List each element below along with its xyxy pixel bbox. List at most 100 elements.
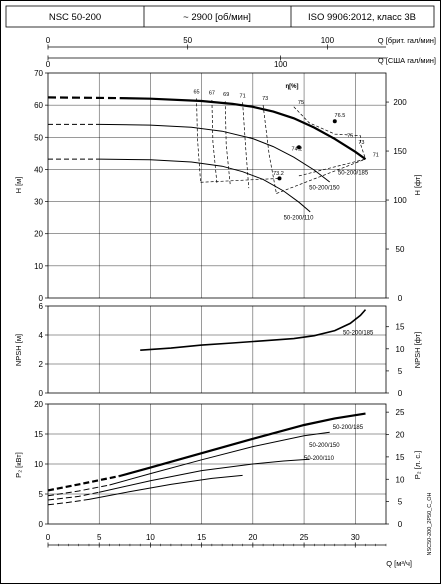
- head-curve: [99, 158, 311, 213]
- efficiency-value-label: 75: [298, 100, 304, 106]
- npsh-tick-labels: 0 2 4 6 0 5 10 15: [39, 302, 405, 398]
- q-m3h-tick-label: 15: [197, 533, 206, 542]
- bottom-flow-axis: 0 5 10 15 20 25 30: [46, 533, 387, 548]
- q-m3h-tick-label: 5: [97, 533, 102, 542]
- power-curves: 50-200/185 50-200/150 50-200/110: [47, 412, 366, 506]
- efficiency-value-label: 65: [193, 90, 199, 96]
- power-curve: [99, 458, 310, 493]
- npsh-m-tick-label: 6: [39, 302, 44, 311]
- q-m3h-axis-title: Q [м³/ч]: [386, 559, 412, 568]
- power-curve-dashed: [47, 498, 90, 506]
- header-row: NSC 50-200 ~ 2900 [об/мин] ISO 9906:2012…: [5, 5, 435, 28]
- q-m3h-tick-label: 10: [146, 533, 155, 542]
- npsh-ft-tick-label: 5: [398, 367, 403, 376]
- head-panel: 0 10 20 30 40 50 60 70 0 50 100 150 200 65 67 69 71 73 75…: [34, 69, 407, 303]
- power-kw-tick-label: 10: [34, 460, 43, 469]
- efficiency-value-label: 69: [223, 92, 229, 98]
- power-hp-tick-label: 5: [398, 498, 403, 507]
- q-us-axis-title: Q [США гал/мин]: [378, 56, 436, 65]
- bep-point: [277, 176, 282, 181]
- q-m3h-tick-label: 20: [248, 533, 257, 542]
- efficiency-iso-line: [211, 99, 218, 184]
- npsh-m-tick-label: 4: [39, 331, 44, 340]
- efficiency-iso-line: [196, 98, 201, 183]
- head-m-tick-label: 10: [34, 262, 43, 271]
- head-ft-tick-label: 100: [393, 196, 407, 205]
- head-grid: [48, 73, 386, 298]
- npsh-ft-tick-label: 15: [396, 323, 405, 332]
- power-kw-tick-label: 5: [39, 490, 44, 499]
- impeller-label: 50-200/150: [309, 186, 340, 192]
- model-name: NSC 50-200: [49, 12, 101, 23]
- efficiency-value-label: 75: [347, 133, 353, 139]
- q-m3h-tick-label: 30: [351, 533, 360, 542]
- efficiency-connector: [298, 158, 366, 177]
- q-uk-axis-tick-label: 0: [46, 36, 51, 45]
- power-hp-tick-label: 10: [396, 475, 405, 484]
- power-curve: [109, 431, 330, 486]
- power-curve-dashed: [47, 474, 120, 492]
- impeller-label: 50-200/110: [284, 216, 315, 222]
- head-ft-axis-title: H [фт]: [413, 174, 422, 195]
- head-tick-labels: 0 10 20 30 40 50 60 70 0 50 100 150 200: [34, 69, 407, 303]
- efficiency-value-label: 74.2: [292, 146, 303, 152]
- power-curve-label: 50-200/110: [304, 456, 335, 462]
- q-m3h-tick-label: 0: [46, 533, 51, 542]
- head-m-tick-label: 0: [39, 294, 44, 303]
- drawing-code: NSC50-200_2P50_C_OH: [427, 492, 433, 555]
- q-m3h-tick-label: 25: [300, 533, 309, 542]
- head-ft-tick-label: 0: [398, 294, 403, 303]
- q-us-axis-tick-label: 0: [46, 60, 51, 69]
- efficiency-value-label: 67: [209, 91, 215, 97]
- power-kw-tick-label: 20: [34, 400, 43, 409]
- impeller-label: 50-200/185: [338, 170, 369, 176]
- head-curves: [47, 96, 367, 213]
- head-curve-labels: 65 67 69 71 73 75 76.5 75 73 71 74.2 73.2 50-200/185…: [193, 90, 378, 222]
- efficiency-connector: [200, 178, 280, 183]
- npsh-panel: 0 2 4 6 0 5 10 15 50-200/185: [39, 302, 405, 398]
- head-m-tick-label: 20: [34, 230, 43, 239]
- npsh-m-axis-title: NPSH [м]: [14, 334, 23, 366]
- npsh-m-tick-label: 2: [39, 360, 44, 369]
- npsh-m-tick-label: 0: [39, 389, 44, 398]
- power-curve-label: 50-200/150: [309, 443, 340, 449]
- bep-point: [296, 145, 301, 150]
- npsh-curve-label: 50-200/185: [343, 330, 374, 336]
- efficiency-value-label: 73: [262, 96, 268, 102]
- power-curve-dashed: [47, 484, 110, 497]
- power-curve-dashed: [47, 491, 100, 501]
- npsh-panel-frame: [47, 305, 387, 394]
- bep-point: [332, 119, 337, 124]
- efficiency-iso-line: [262, 105, 277, 194]
- q-uk-axis-tick-label: 50: [183, 36, 192, 45]
- top-flow-axes: 0501001502002503003504000100200300400: [46, 36, 386, 69]
- head-panel-frame: [47, 72, 387, 299]
- head-m-tick-label: 50: [34, 133, 43, 142]
- efficiency-value-label: 71: [373, 152, 379, 158]
- efficiency-lines: [196, 98, 366, 194]
- efficiency-connector: [276, 158, 366, 194]
- head-ft-tick-label: 150: [393, 147, 407, 156]
- npsh-ft-tick-label: 0: [398, 389, 403, 398]
- efficiency-label: η[%]: [286, 84, 299, 90]
- npsh-curves: 50-200/185: [140, 309, 374, 351]
- efficiency-iso-line: [242, 102, 250, 189]
- power-kw-axis-title: P₂ [кВт]: [14, 452, 23, 478]
- efficiency-loop-line: [293, 106, 366, 160]
- npsh-ft-axis-title: NPSH [фт]: [413, 332, 422, 369]
- power-hp-tick-label: 20: [396, 431, 405, 440]
- efficiency-value-label: 73.2: [273, 171, 284, 177]
- power-hp-axis-title: P₂ [л. с.]: [413, 451, 422, 480]
- head-ft-tick-label: 200: [393, 98, 407, 107]
- npsh-curve: [140, 309, 367, 351]
- power-curve-label: 50-200/185: [333, 425, 364, 431]
- efficiency-value-label: 73: [358, 140, 364, 146]
- q-uk-axis-tick-label: 100: [321, 36, 335, 45]
- q-us-axis-tick-label: 100: [274, 60, 288, 69]
- head-m-axis-title: H [м]: [14, 177, 23, 194]
- power-hp-tick-label: 15: [396, 453, 405, 462]
- head-curve-max: [119, 97, 367, 160]
- speed-label: ~ 2900 [об/мин]: [183, 12, 251, 23]
